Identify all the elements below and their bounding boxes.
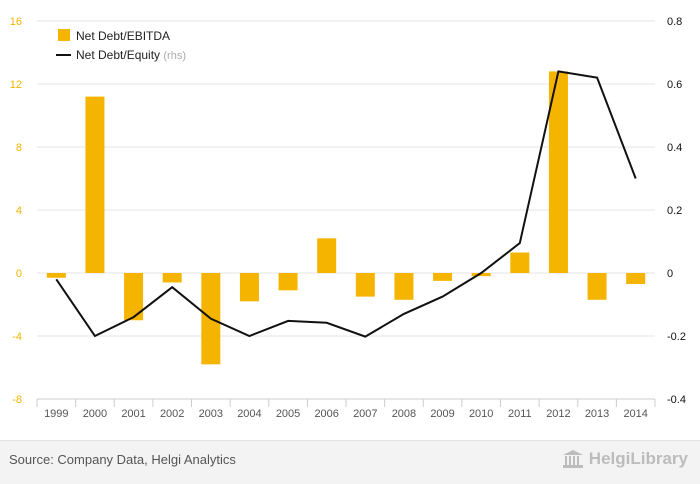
y-right-tick-label: 0.6 [667,79,682,91]
y-left-tick-label: 4 [16,205,22,217]
y-left-tick-label: 0 [16,268,22,280]
bar [471,273,491,277]
bar [85,96,105,273]
y-right-tick-label: -0.4 [667,394,686,406]
y-left-tick-label: -8 [12,394,22,406]
bar [124,273,144,321]
y-right-tick-label: 0.8 [667,16,682,28]
bar [355,273,375,297]
bar [433,273,453,281]
legend-label-bar: Net Debt/EBITDA [76,29,170,43]
x-tick-label: 2013 [585,408,609,420]
x-tick-label: 2006 [314,408,338,420]
x-tick-label: 2001 [121,408,145,420]
x-tick-label: 1999 [44,408,68,420]
bar [239,273,259,302]
y-right-tick-label: -0.2 [667,331,686,343]
brand-logo[interactable]: HelgiLibrary [561,449,688,469]
bar [626,273,646,285]
brand-name: HelgiLibrary [588,449,688,468]
footer: Source: Company Data, Helgi Analytics He… [0,440,700,484]
x-tick-label: 2005 [276,408,300,420]
bar [317,238,337,273]
series-line [55,70,637,338]
bar [548,71,568,274]
x-tick-label: 2010 [469,408,493,420]
x-tick-label: 2004 [237,408,261,420]
bar [587,273,607,300]
x-tick-label: 2000 [83,408,107,420]
x-tick-label: 2011 [508,408,532,420]
library-building-icon [562,450,583,468]
legend-label-line: Net Debt/Equity (rhs) [76,48,186,62]
legend-swatch-bar [58,29,70,41]
y-left-tick-label: -4 [12,331,22,343]
chart-svg: -8 -4 0 4 8 12 16 -0.4 -0.2 0 0.2 0.4 0.6 0.8 1999 2000… [10,16,686,420]
legend-label-suffix: (rhs) [163,50,186,62]
bar [162,273,182,283]
y-right-tick-label: 0 [667,268,673,280]
x-tick-label: 2003 [199,408,223,420]
x-tick-label: 2009 [430,408,454,420]
chart: -8 -4 0 4 8 12 16 -0.4 -0.2 0 0.2 0.4 0.6 0.8 1999 2000… [10,16,686,420]
bar [46,273,66,278]
x-tick-label: 2014 [623,408,647,420]
bar [278,273,298,291]
x-tick-label: 2012 [546,408,570,420]
y-left-tick-label: 16 [10,16,22,28]
source-text: Source: Company Data, Helgi Analytics [9,452,236,467]
x-tick-label: 2007 [353,408,377,420]
x-tick-label: 2008 [392,408,416,420]
y-right-tick-label: 0.4 [667,142,682,154]
y-left-tick-label: 8 [16,142,22,154]
y-left-tick-label: 12 [10,79,22,91]
bar [394,273,414,300]
y-right-tick-label: 0.2 [667,205,682,217]
bar [510,252,530,273]
x-tick-label: 2002 [160,408,184,420]
